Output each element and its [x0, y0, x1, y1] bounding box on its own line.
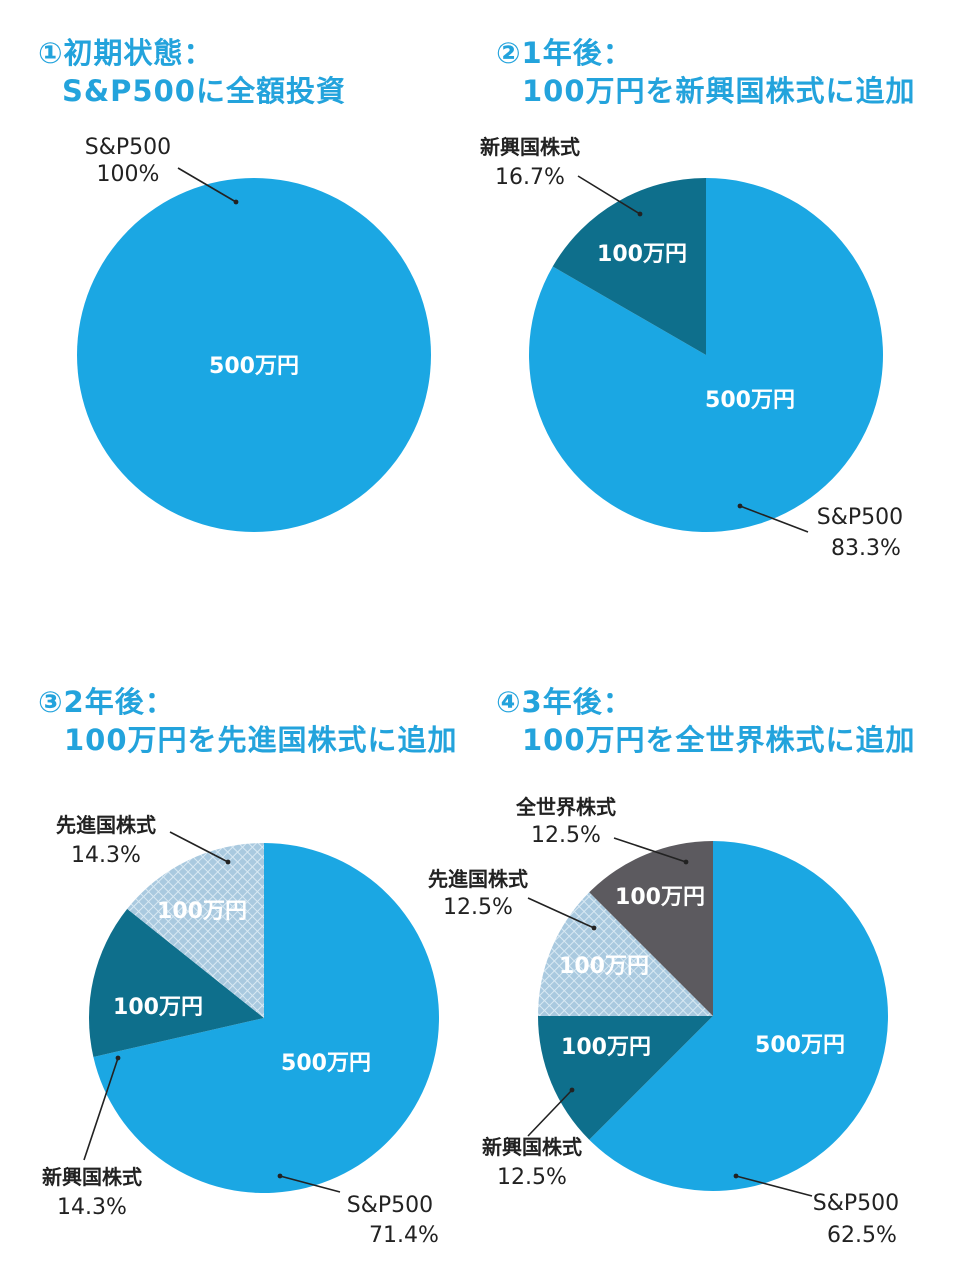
- pie-slice-3-2: [89, 908, 264, 1057]
- slice-percent-label: 100%: [97, 162, 160, 187]
- callout-leader-line: [527, 1089, 573, 1137]
- callout-dot: [569, 1087, 575, 1093]
- callout-dot: [737, 503, 743, 509]
- pie-chart-3: 500万円 100万円 100万円 S&P500 71.4% 新興国株式 14.3% 先進国株…: [42, 813, 440, 1248]
- panel-4-title-line1: ④3年後：: [496, 685, 633, 719]
- pie-slice-2-2: [552, 177, 706, 355]
- slice-amount-label: 100万円: [561, 1035, 651, 1060]
- slice-percent-label: 12.5%: [531, 823, 601, 848]
- slice-name-label: 新興国株式: [482, 1135, 582, 1159]
- callout-dot: [115, 1055, 121, 1061]
- slice-amount-label: 500万円: [755, 1033, 845, 1058]
- pie-slice-1-1: [77, 178, 431, 532]
- slice-name-label: 全世界株式: [515, 795, 616, 819]
- panel-4-title-line2: 100万円を全世界株式に追加: [522, 723, 916, 757]
- slice-name-label: S&P500: [85, 135, 171, 160]
- slice-percent-label: 83.3%: [831, 536, 901, 561]
- slice-amount-label: 500万円: [281, 1051, 371, 1076]
- slice-amount-label: 100万円: [113, 995, 203, 1020]
- slice-amount-label: 100万円: [597, 242, 687, 267]
- callout-leader-line: [83, 1057, 119, 1161]
- callout-leader-line: [577, 175, 641, 215]
- pie-slice-4-1: [589, 841, 888, 1191]
- slice-percent-label: 12.5%: [443, 895, 513, 920]
- pie-chart-4: 500万円 100万円 100万円 100万円 S&P500 62.5% 新興国株式 12.5…: [428, 795, 899, 1248]
- pie-slice-4-2: [538, 1016, 713, 1140]
- slice-amount-label: 100万円: [559, 954, 649, 979]
- slice-name-label: S&P500: [813, 1191, 899, 1216]
- slice-name-label: 先進国株式: [56, 813, 156, 837]
- callout-leader-line: [527, 897, 595, 929]
- charts-root: 500万円S&P500100%500万円100万円S&P50083.3%新興国株…: [42, 135, 903, 1248]
- callout-dot: [733, 1173, 739, 1179]
- slice-name-label: 新興国株式: [480, 135, 580, 159]
- callout-leader-line: [613, 837, 687, 863]
- slice-percent-label: 16.7%: [495, 165, 565, 190]
- callout-leader-line: [279, 1175, 341, 1193]
- slice-name-label: 新興国株式: [42, 1165, 142, 1189]
- slice-percent-label: 62.5%: [827, 1223, 897, 1248]
- slice-amount-label: 500万円: [705, 388, 795, 413]
- panel-3-title-line2: 100万円を先進国株式に追加: [64, 723, 458, 757]
- slice-percent-label: 12.5%: [497, 1165, 567, 1190]
- slice-amount-label: 500万円: [209, 354, 299, 379]
- callout-dot: [277, 1173, 283, 1179]
- pie-slice-2-1: [529, 178, 884, 532]
- callout-leader-line: [735, 1175, 813, 1197]
- slice-percent-label: 14.3%: [71, 843, 141, 868]
- panel-4-title: ④3年後： 100万円を全世界株式に追加: [496, 683, 916, 759]
- panel-3-title: ③2年後： 100万円を先進国株式に追加: [38, 683, 458, 759]
- pie-slice-3-1: [93, 843, 440, 1194]
- slice-name-label: S&P500: [347, 1193, 433, 1218]
- callout-dot: [233, 199, 239, 205]
- slice-amount-label: 100万円: [157, 899, 247, 924]
- panel-2-title-line2: 100万円を新興国株式に追加: [522, 74, 916, 108]
- slice-percent-label: 71.4%: [369, 1223, 439, 1248]
- callout-dot: [225, 859, 231, 865]
- slice-percent-label: 14.3%: [57, 1195, 127, 1220]
- slice-name-label: S&P500: [817, 505, 903, 530]
- panel-3-title-line1: ③2年後：: [38, 685, 175, 719]
- pie-chart-2: 500万円 100万円 S&P500 83.3% 新興国株式 16.7%: [480, 135, 903, 561]
- panel-1-title-line1: ①初期状態：: [38, 36, 214, 70]
- callout-dot: [591, 925, 597, 931]
- callout-leader-line: [169, 831, 229, 863]
- callout-leader-line: [177, 167, 237, 203]
- callout-leader-line: [739, 505, 809, 533]
- panel-1-title: ①初期状態： S&P500に全額投資: [38, 34, 346, 110]
- panel-1-title-line2: S&P500に全額投資: [62, 74, 346, 108]
- callout-dot: [637, 211, 643, 217]
- pie-slice-4-4: [589, 841, 713, 1016]
- slice-amount-label: 100万円: [615, 885, 705, 910]
- pie-slice-3-3: [127, 843, 264, 1018]
- callout-dot: [683, 859, 689, 865]
- panel-2-title-line1: ②1年後：: [496, 36, 633, 70]
- slice-name-label: 先進国株式: [428, 867, 528, 891]
- panel-2-title: ②1年後： 100万円を新興国株式に追加: [496, 34, 916, 110]
